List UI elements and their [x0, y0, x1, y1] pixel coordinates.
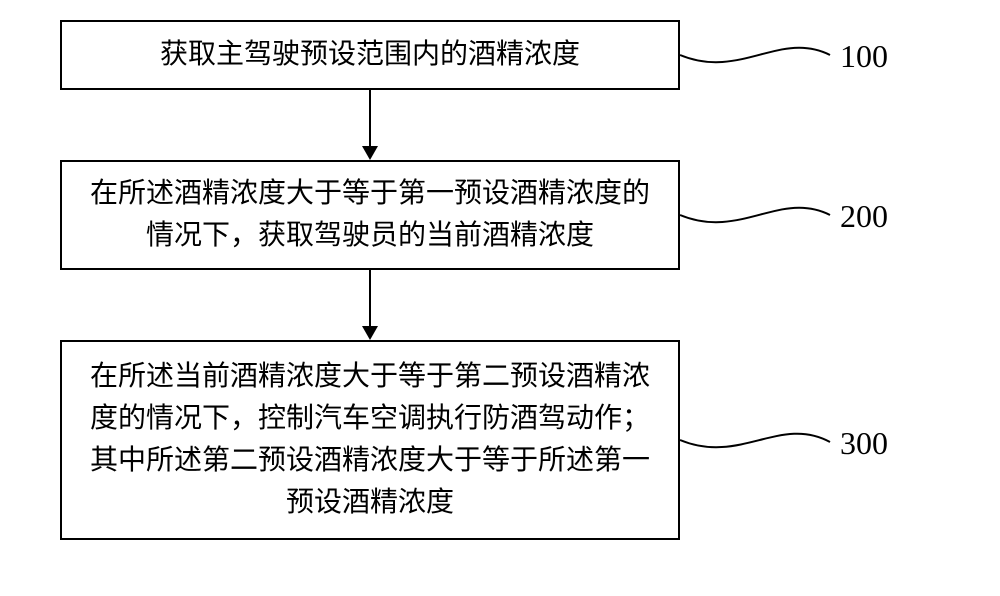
- flow-step-300-curve: [0, 0, 1000, 596]
